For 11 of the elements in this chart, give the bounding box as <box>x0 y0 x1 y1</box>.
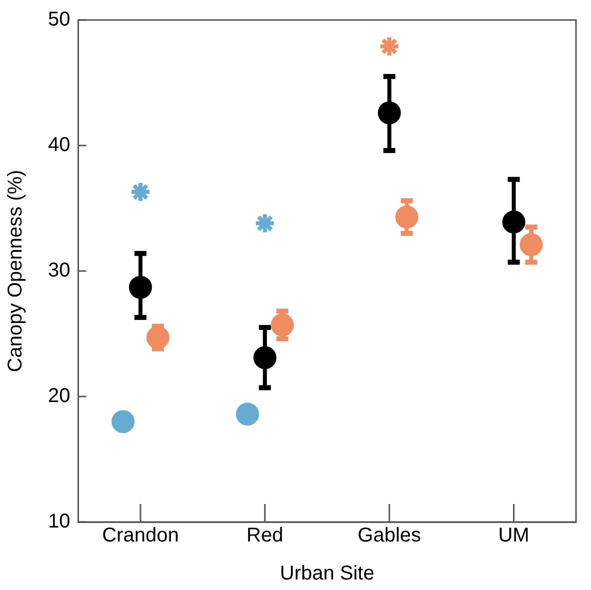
x-tick-label: Gables <box>358 524 422 547</box>
y-tick-label: 40 <box>48 134 70 156</box>
y-tick-label: 10 <box>48 510 70 533</box>
x-tick-label: UM <box>498 524 530 547</box>
x-axis-title: Urban Site <box>280 562 374 585</box>
y-tick-label: 20 <box>48 385 70 408</box>
y-tick-label: 30 <box>48 260 70 282</box>
y-axis-title: Canopy Openness (%) <box>4 170 27 372</box>
x-tick-label: Red <box>246 524 284 547</box>
y-tick-label: 50 <box>48 8 70 31</box>
x-tick-label: Crandon <box>102 524 179 547</box>
